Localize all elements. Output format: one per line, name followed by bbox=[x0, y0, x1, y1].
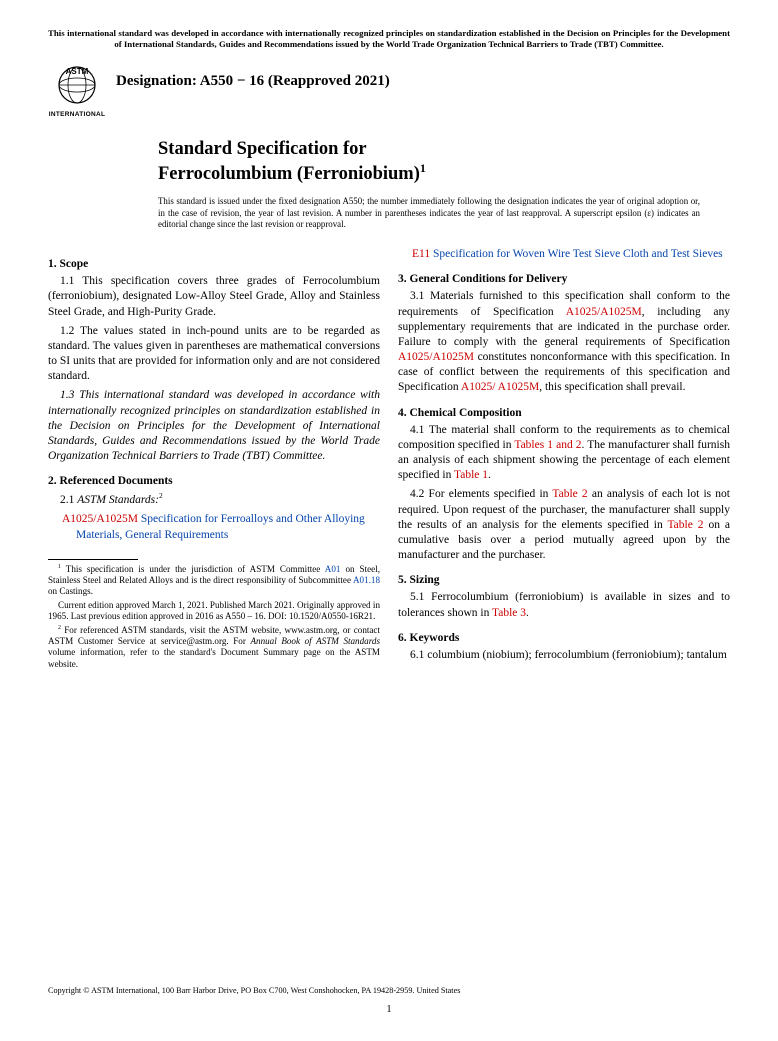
section-5-heading: 5. Sizing bbox=[398, 573, 730, 588]
astm-logo: ASTM INTERNATIONAL bbox=[48, 61, 106, 124]
para-6-1: 6.1 columbium (niobium); ferrocolumbium … bbox=[398, 648, 730, 663]
footnotes-block: 1 This specification is under the jurisd… bbox=[48, 564, 380, 670]
copyright-line: Copyright © ASTM International, 100 Barr… bbox=[48, 986, 460, 995]
document-title: Standard Specification for Ferrocolumbiu… bbox=[158, 138, 730, 186]
para-4-1: 4.1 The material shall conform to the re… bbox=[398, 423, 730, 484]
ref-a1025: A1025/A1025M Specification for Ferroallo… bbox=[62, 512, 380, 542]
ref-a1025-code[interactable]: A1025/A1025M bbox=[62, 513, 138, 525]
top-tbt-notice: This international standard was develope… bbox=[48, 28, 730, 51]
para-2-1-prefix: 2.1 bbox=[60, 494, 77, 506]
link-a1025-1[interactable]: A1025/A1025M bbox=[566, 306, 642, 318]
footnote-1c: on Castings. bbox=[48, 586, 93, 596]
title-line-1: Standard Specification for bbox=[158, 139, 367, 159]
para-3-1: 3.1 Materials furnished to this specific… bbox=[398, 289, 730, 395]
section-1-heading: 1. Scope bbox=[48, 257, 380, 272]
link-a1025-2[interactable]: A1025/A1025M bbox=[398, 351, 474, 363]
svg-text:ASTM: ASTM bbox=[66, 67, 89, 76]
footnote-link-a01[interactable]: A01 bbox=[325, 564, 341, 574]
link-table-1[interactable]: Table 1 bbox=[454, 469, 488, 481]
section-3-heading: 3. General Conditions for Delivery bbox=[398, 272, 730, 287]
footnote-2b: volume information, refer to the standar… bbox=[48, 647, 380, 668]
p4-1c: . bbox=[488, 469, 491, 481]
para-2-1: 2.1 ASTM Standards:2 bbox=[48, 491, 380, 508]
para-1-1: 1.1 This specification covers three grad… bbox=[48, 274, 380, 320]
p5-1b: . bbox=[526, 607, 529, 619]
link-table-3[interactable]: Table 3 bbox=[492, 607, 526, 619]
link-a1025-3b[interactable]: A1025M bbox=[498, 381, 540, 393]
p3-1d: , this specification shall prevail. bbox=[539, 381, 685, 393]
p4-2a: 4.2 For elements specified in bbox=[410, 488, 552, 500]
page-number: 1 bbox=[0, 1004, 778, 1015]
p5-1a: 5.1 Ferrocolumbium (ferroniobium) is ava… bbox=[398, 591, 730, 618]
section-2-heading: 2. Referenced Documents bbox=[48, 474, 380, 489]
para-1-3: 1.3 This international standard was deve… bbox=[48, 388, 380, 464]
link-table-2b[interactable]: Table 2 bbox=[667, 519, 703, 531]
title-line-2: Ferrocolumbium (Ferroniobium) bbox=[158, 164, 420, 184]
right-column: E11 Specification for Woven Wire Test Si… bbox=[398, 247, 730, 672]
para-1-2: 1.2 The values stated in inch-pound unit… bbox=[48, 324, 380, 385]
para-4-2: 4.2 For elements specified in Table 2 an… bbox=[398, 487, 730, 563]
ref-e11-code[interactable]: E11 bbox=[412, 248, 430, 260]
footnote-2-italic: Annual Book of ASTM Standards bbox=[250, 636, 380, 646]
footnote-1d: Current edition approved March 1, 2021. … bbox=[48, 600, 380, 623]
footnote-link-a0118[interactable]: A01.18 bbox=[353, 575, 380, 585]
designation-line: Designation: A550 − 16 (Reapproved 2021) bbox=[116, 61, 390, 90]
footnote-1a: This specification is under the jurisdic… bbox=[61, 564, 325, 574]
link-table-2a[interactable]: Table 2 bbox=[552, 488, 587, 500]
para-5-1: 5.1 Ferrocolumbium (ferroniobium) is ava… bbox=[398, 590, 730, 620]
para-2-1-footref: 2 bbox=[159, 491, 163, 500]
section-6-heading: 6. Keywords bbox=[398, 631, 730, 646]
section-4-heading: 4. Chemical Composition bbox=[398, 406, 730, 421]
svg-text:INTERNATIONAL: INTERNATIONAL bbox=[49, 111, 106, 118]
link-a1025-3a[interactable]: A1025/ bbox=[461, 381, 496, 393]
footnote-rule bbox=[48, 559, 138, 560]
issue-note: This standard is issued under the fixed … bbox=[158, 196, 730, 231]
ref-e11: E11 Specification for Woven Wire Test Si… bbox=[412, 247, 730, 262]
left-column: 1. Scope 1.1 This specification covers t… bbox=[48, 247, 380, 672]
link-tables-1-2[interactable]: Tables 1 and 2 bbox=[514, 439, 581, 451]
para-2-1-italic: ASTM Standards: bbox=[77, 494, 159, 506]
title-footnote-ref: 1 bbox=[420, 161, 426, 175]
ref-e11-title[interactable]: Specification for Woven Wire Test Sieve … bbox=[430, 248, 723, 260]
